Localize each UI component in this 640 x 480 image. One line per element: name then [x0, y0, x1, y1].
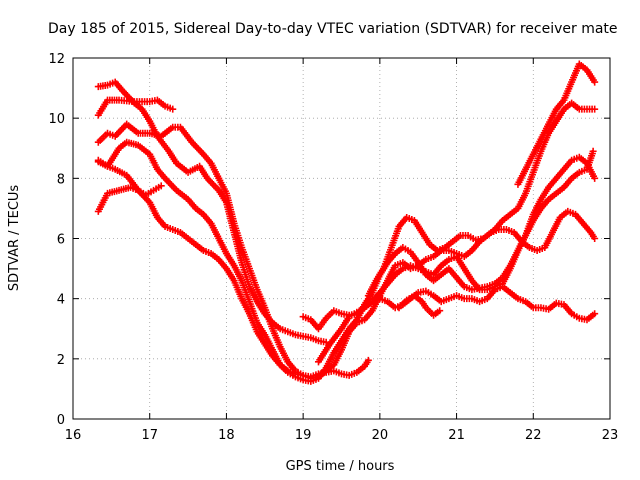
x-tick-label: 18	[218, 428, 235, 443]
data-point	[157, 182, 165, 190]
x-axis-title: GPS time / hours	[286, 459, 395, 474]
data-point	[591, 78, 599, 86]
x-tick-label: 22	[525, 428, 542, 443]
x-tick-label: 21	[448, 428, 465, 443]
y-tick-label: 2	[57, 353, 65, 368]
series-track-9	[364, 207, 599, 300]
series-track-10	[514, 60, 599, 188]
y-tick-label: 6	[57, 233, 65, 248]
data-point	[169, 105, 177, 113]
data-point	[436, 307, 444, 315]
series-track-11	[395, 292, 444, 319]
data-point	[591, 310, 599, 318]
y-tick-label: 10	[48, 112, 65, 127]
data-point	[364, 356, 372, 364]
axis-ticks: 16 17 18 19 20 21 22 23 0 2 4 6 8 10 12	[48, 52, 618, 443]
data-series	[94, 60, 599, 385]
chart-title: Day 185 of 2015, Sidereal Day-to-day VTE…	[48, 21, 618, 37]
x-tick-label: 17	[141, 428, 158, 443]
x-tick-label: 19	[295, 428, 312, 443]
data-point	[589, 147, 597, 155]
data-point	[591, 235, 599, 242]
data-point	[591, 174, 599, 182]
data-point	[591, 105, 599, 113]
y-tick-label: 8	[57, 172, 65, 187]
series-track-2	[94, 96, 177, 119]
y-axis-title: SDTVAR / TECUs	[7, 185, 22, 292]
series-track-5	[94, 182, 165, 215]
x-tick-label: 16	[65, 428, 82, 443]
x-tick-label: 20	[372, 428, 389, 443]
y-tick-label: 12	[48, 52, 65, 67]
y-tick-label: 4	[57, 293, 65, 308]
y-tick-label: 0	[57, 413, 65, 428]
x-tick-label: 23	[602, 428, 619, 443]
